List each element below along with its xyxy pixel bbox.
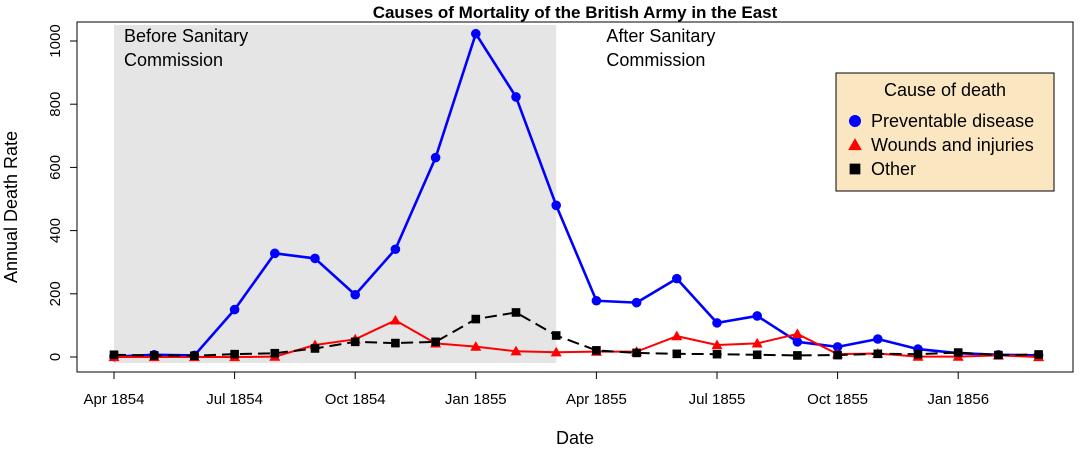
data-point	[994, 350, 1003, 360]
data-point	[190, 351, 199, 361]
x-tick-label: Jul 1854	[206, 391, 263, 408]
x-axis-title: Date	[556, 428, 594, 448]
data-point	[752, 350, 762, 360]
x-tick-label: Oct 1854	[325, 391, 386, 408]
data-point	[671, 330, 683, 341]
data-point	[270, 348, 280, 358]
series-line-other	[113, 311, 1039, 357]
data-point	[471, 314, 481, 324]
data-point	[752, 311, 762, 321]
data-point	[270, 248, 280, 259]
data-point	[832, 342, 843, 352]
legend-label-preventable-disease: Preventable disease	[871, 111, 1034, 131]
after-commission-label: After Sanitary Commission	[606, 26, 715, 70]
data-point	[591, 295, 602, 306]
data-point	[1034, 350, 1043, 359]
series-other	[109, 308, 1043, 361]
data-point	[792, 337, 803, 347]
data-point	[551, 200, 561, 211]
data-point	[711, 339, 723, 350]
data-point	[350, 337, 360, 347]
y-tick-label: 0	[47, 353, 64, 361]
legend-marker-other	[849, 163, 861, 175]
data-point	[873, 334, 883, 344]
data-point	[470, 341, 482, 351]
legend-title: Cause of death	[884, 80, 1006, 100]
legend-label-wounds-and-injuries: Wounds and injuries	[871, 135, 1034, 155]
data-point	[631, 297, 642, 308]
data-point	[791, 328, 803, 339]
legend-box	[835, 72, 1055, 192]
chart-title: Causes of Mortality of the British Army …	[373, 3, 778, 22]
data-point	[632, 348, 641, 358]
data-point	[550, 346, 562, 357]
y-tick-label: 600	[47, 155, 64, 180]
legend-marker-preventable-disease	[849, 115, 861, 127]
data-point	[391, 338, 400, 348]
before-commission-shade	[114, 25, 557, 363]
data-point	[310, 253, 320, 264]
data-point	[510, 345, 522, 356]
data-point	[229, 304, 240, 315]
data-point	[592, 346, 601, 355]
legend-label-other: Other	[871, 159, 916, 179]
x-tick-label: Apr 1855	[566, 391, 627, 408]
series-line-preventable-disease	[113, 32, 1039, 358]
y-tick-label: 200	[47, 281, 64, 306]
data-point	[350, 289, 361, 300]
before-commission-label: Before Sanitary Commission	[124, 26, 248, 70]
x-tick-label: Apr 1854	[84, 391, 145, 408]
data-point	[833, 350, 842, 360]
x-tick-label: Oct 1855	[807, 391, 868, 408]
y-tick-label: 400	[47, 218, 64, 243]
data-point	[551, 331, 561, 340]
data-point	[430, 152, 441, 163]
data-point	[751, 337, 763, 348]
data-point	[793, 351, 802, 360]
data-point	[953, 348, 963, 357]
series-line-wounds-and-injuries	[114, 319, 1039, 358]
x-tick-label: Jul 1855	[689, 391, 746, 408]
data-point	[672, 349, 682, 359]
data-point	[389, 314, 401, 325]
legend: Cause of death Preventable disease Wounds…	[835, 72, 1055, 192]
data-point	[511, 92, 521, 102]
data-point	[109, 350, 119, 360]
data-point	[390, 244, 401, 255]
x-tick-label: Jan 1856	[927, 391, 989, 408]
data-point	[431, 337, 440, 347]
data-point	[913, 349, 923, 359]
y-tick-label: 1000	[47, 24, 64, 57]
data-point	[511, 308, 521, 317]
data-point	[471, 28, 481, 39]
data-point	[712, 349, 722, 359]
y-axis-title: Annual Death Rate	[1, 131, 21, 283]
data-point	[310, 344, 320, 353]
data-point	[672, 273, 682, 284]
data-point	[873, 349, 883, 359]
data-point	[230, 349, 239, 359]
legend-marker-wounds-and-injuries	[848, 138, 862, 151]
x-tick-label: Jan 1855	[445, 391, 507, 408]
data-point	[149, 351, 159, 360]
data-point	[712, 318, 722, 328]
y-tick-label: 800	[47, 92, 64, 117]
